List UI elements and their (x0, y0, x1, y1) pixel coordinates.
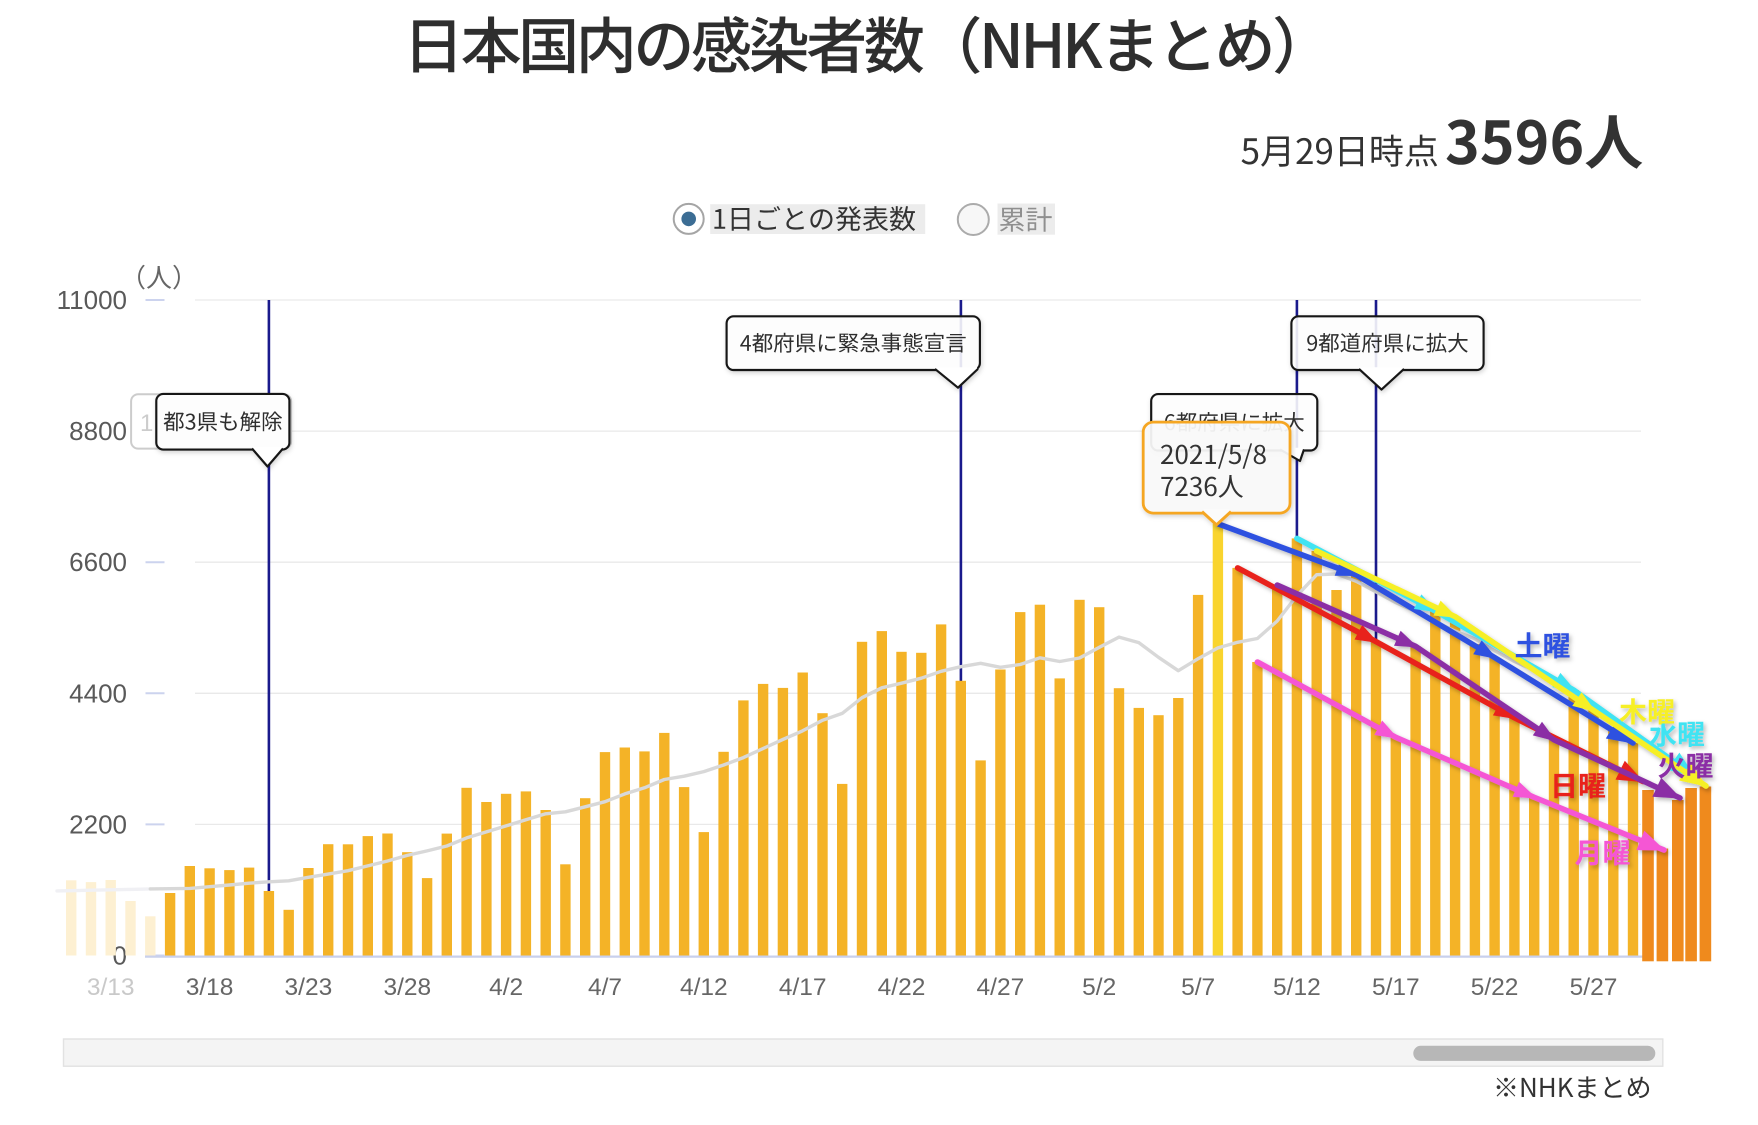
svg-text:5/2: 5/2 (1082, 974, 1116, 1001)
svg-text:4/12: 4/12 (680, 974, 728, 1001)
svg-text:4/17: 4/17 (779, 974, 827, 1001)
svg-text:4/22: 4/22 (878, 974, 926, 1001)
svg-text:2200: 2200 (69, 809, 127, 839)
svg-text:0: 0 (113, 941, 127, 971)
svg-text:4/7: 4/7 (588, 974, 622, 1001)
svg-text:5/7: 5/7 (1181, 974, 1215, 1001)
svg-text:6600: 6600 (69, 547, 127, 577)
svg-text:5/17: 5/17 (1372, 974, 1420, 1001)
svg-text:4/2: 4/2 (489, 974, 523, 1001)
svg-text:3/28: 3/28 (383, 974, 431, 1001)
svg-text:4400: 4400 (69, 678, 127, 708)
svg-text:3/18: 3/18 (186, 974, 234, 1001)
svg-text:8800: 8800 (69, 416, 127, 446)
svg-text:5/27: 5/27 (1570, 974, 1618, 1001)
svg-text:1: 1 (140, 410, 153, 437)
svg-text:4/27: 4/27 (977, 974, 1025, 1001)
svg-text:3/23: 3/23 (285, 974, 333, 1001)
svg-text:3/13: 3/13 (87, 974, 135, 1001)
svg-text:11000: 11000 (57, 285, 127, 315)
svg-text:5/22: 5/22 (1471, 974, 1519, 1001)
svg-text:5/12: 5/12 (1273, 974, 1321, 1001)
